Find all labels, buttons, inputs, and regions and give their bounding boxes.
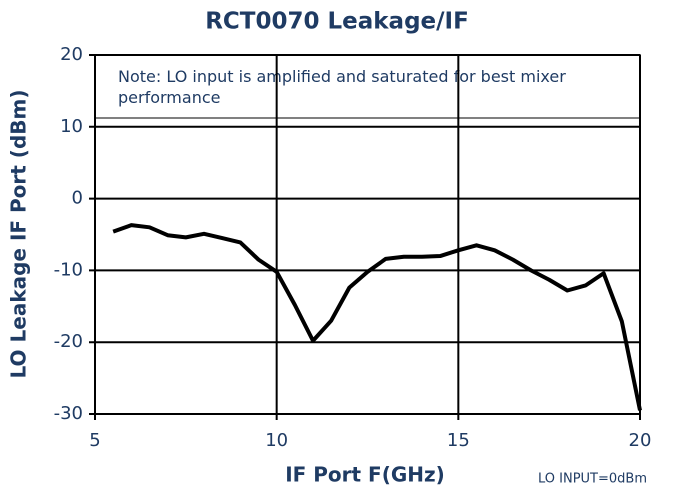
annotation: LO INPUT=0dBm — [538, 472, 647, 487]
chart-title: RCT0070 Leakage/IF — [205, 9, 469, 35]
y-tick-label: -30 — [54, 403, 83, 424]
x-tick-label: 5 — [89, 430, 100, 451]
note-box — [94, 54, 641, 119]
x-tick-label: 20 — [629, 430, 652, 451]
x-tick-label: 10 — [265, 430, 288, 451]
plot-frame — [94, 54, 641, 415]
y-tick-label: -20 — [54, 331, 83, 352]
x-tick-label: 15 — [447, 430, 470, 451]
y-tick-label: 20 — [60, 44, 83, 65]
y-axis-label: LO Leakage IF Port (dBm) — [7, 90, 31, 379]
note: Note: LO input is amplified and saturate… — [118, 67, 566, 107]
y-tick-label: -10 — [54, 259, 83, 280]
y-tick-label: 0 — [72, 188, 83, 209]
y-tick-label: 10 — [60, 116, 83, 137]
x-axis-label: IF Port F(GHz) — [285, 463, 445, 487]
series-line — [112, 223, 642, 411]
note-text: Note: LO input is amplified and saturate… — [118, 67, 566, 107]
